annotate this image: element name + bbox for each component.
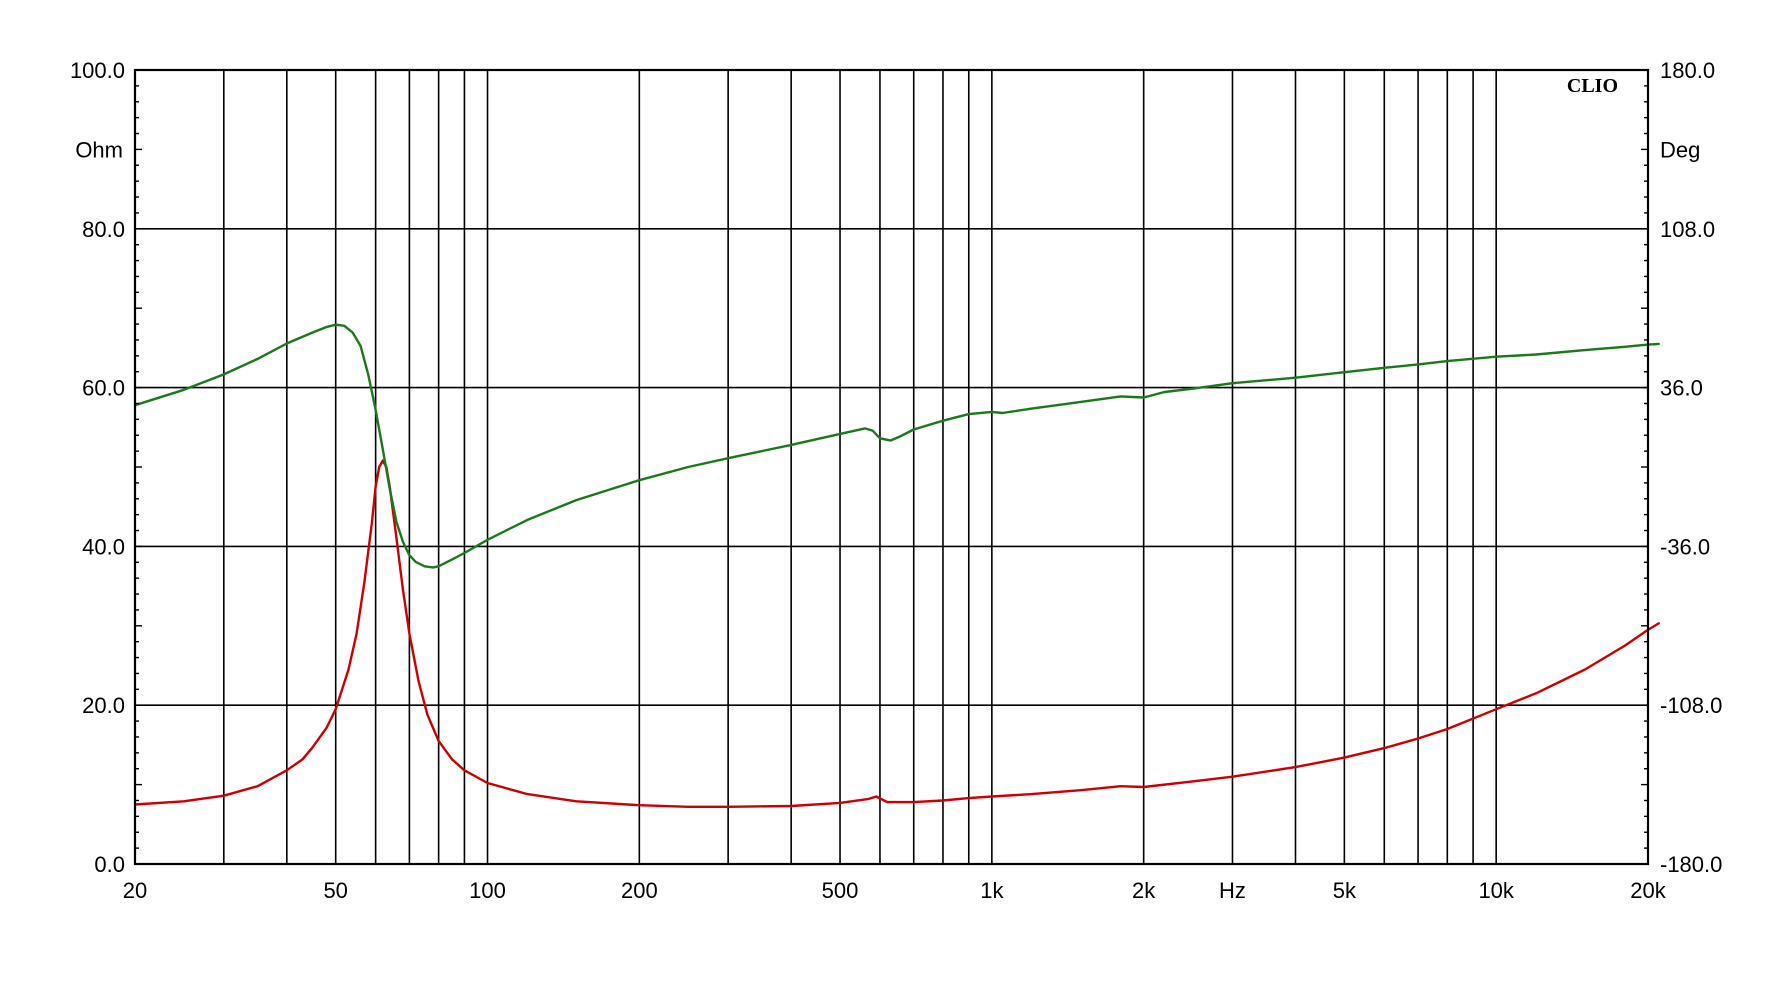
x-tick-label: 20 <box>123 878 147 903</box>
x-unit-label: Hz <box>1219 878 1246 903</box>
y-left-tick-label: 80.0 <box>82 217 125 242</box>
brand-label: CLIO <box>1567 75 1618 97</box>
minor-ticks <box>135 85 1648 849</box>
y-right-tick-label: 108.0 <box>1660 217 1715 242</box>
x-tick-label: 20k <box>1630 878 1666 903</box>
y-right-tick-label: -180.0 <box>1660 852 1722 877</box>
x-tick-label: 200 <box>621 878 658 903</box>
series-layer <box>133 323 1660 808</box>
x-tick-label: 500 <box>822 878 859 903</box>
y-left-unit-label: Ohm <box>75 137 123 162</box>
y-right-unit-label: Deg <box>1660 137 1700 162</box>
phase-series-line <box>133 323 1660 569</box>
x-tick-label: 5k <box>1333 878 1357 903</box>
tick-labels: 20 50 100 200 500 1k 2k 5k 10k 20k Hz 0.0 20.0 40.0 60… <box>70 58 1722 903</box>
y-left-tick-label: 60.0 <box>82 376 125 401</box>
x-tick-label: 100 <box>469 878 506 903</box>
y-right-tick-label: 180.0 <box>1660 58 1715 83</box>
plot-frame <box>133 68 1650 866</box>
impedance-series-line <box>133 459 1660 808</box>
x-tick-label: 1k <box>980 878 1004 903</box>
y-right-tick-label: 36.0 <box>1660 376 1703 401</box>
x-tick-label: 50 <box>323 878 347 903</box>
y-right-tick-label: -36.0 <box>1660 534 1710 559</box>
y-left-tick-label: 100.0 <box>70 58 125 83</box>
y-left-tick-label: 20.0 <box>82 693 125 718</box>
grid <box>135 69 1648 865</box>
y-left-tick-label: 40.0 <box>82 534 125 559</box>
y-right-tick-label: -108.0 <box>1660 693 1722 718</box>
x-tick-label: 10k <box>1478 878 1514 903</box>
y-left-tick-label: 0.0 <box>94 852 125 877</box>
x-tick-label: 2k <box>1132 878 1156 903</box>
